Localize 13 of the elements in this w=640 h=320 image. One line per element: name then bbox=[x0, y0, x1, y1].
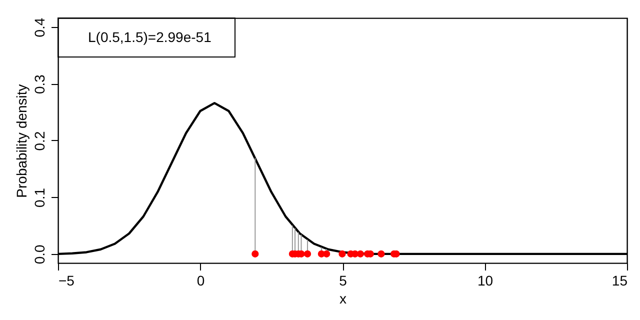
y-tick-label: 0.3 bbox=[32, 74, 48, 94]
annotation: L(0.5,1.5)=2.99e-51 bbox=[88, 29, 212, 45]
y-tick-label: 0.2 bbox=[32, 131, 48, 151]
x-tick-label: 15 bbox=[612, 272, 628, 288]
x-tick-label: −5 bbox=[58, 272, 75, 288]
x-tick-label: 0 bbox=[196, 272, 205, 288]
y-tick-label: 0.1 bbox=[32, 188, 48, 208]
y-tick-label: 0.0 bbox=[32, 244, 48, 264]
x-tick-label: 10 bbox=[477, 272, 494, 288]
x-tick-label: 5 bbox=[339, 272, 348, 288]
y-tick-label: 0.4 bbox=[32, 18, 48, 38]
x-axis-title: x bbox=[340, 290, 346, 306]
y-axis-title: Probability density bbox=[14, 84, 30, 198]
